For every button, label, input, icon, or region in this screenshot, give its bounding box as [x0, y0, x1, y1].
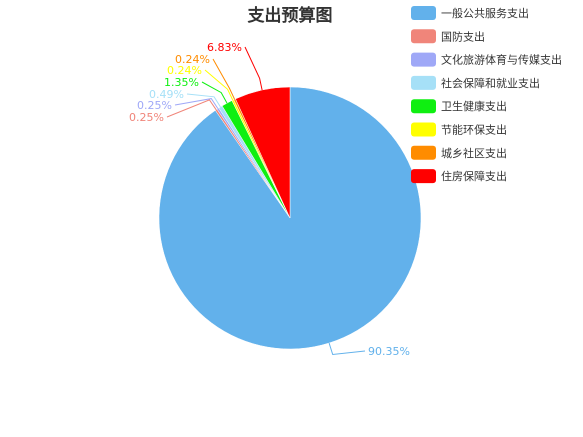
- slice-6-percent-label: 0.24%: [167, 64, 202, 77]
- legend-swatch-4: [411, 75, 436, 90]
- slice-3-leader-line: [174, 98, 219, 109]
- legend-item-4[interactable]: 社会保障和就业支出: [411, 75, 540, 90]
- slice-8-leader-line: [244, 46, 263, 91]
- slice-7-leader-line: [212, 58, 236, 100]
- legend: 一般公共服务支出国防支出文化旅游体育与传媒支出社会保障和就业支出卫生健康支出节能…: [411, 6, 562, 184]
- slice-3-percent-label: 0.25%: [137, 99, 172, 112]
- legend-swatch-5: [411, 99, 436, 114]
- legend-item-1[interactable]: 一般公共服务支出: [411, 6, 529, 20]
- legend-item-6[interactable]: 节能环保支出: [411, 122, 507, 137]
- slice-8-wedge[interactable]: [235, 86, 291, 219]
- legend-label-4: 社会保障和就业支出: [441, 76, 540, 90]
- slice-5-leader-line: [201, 81, 228, 104]
- slice-4-leader-line: [186, 93, 221, 108]
- slice-2-percent-label: 0.25%: [129, 111, 164, 124]
- legend-label-2: 国防支出: [441, 29, 485, 43]
- legend-swatch-7: [411, 145, 436, 160]
- chart-title: 支出预算图: [248, 5, 333, 26]
- legend-item-2[interactable]: 国防支出: [411, 29, 485, 44]
- legend-item-7[interactable]: 城乡社区支出: [411, 145, 507, 160]
- legend-item-5[interactable]: 卫生健康支出: [411, 99, 507, 114]
- legend-label-8: 住房保障支出: [441, 169, 507, 183]
- legend-swatch-6: [411, 122, 436, 137]
- legend-label-1: 一般公共服务支出: [441, 6, 529, 20]
- pie-slices: [158, 86, 422, 350]
- legend-swatch-2: [411, 29, 436, 44]
- legend-item-8[interactable]: 住房保障支出: [411, 169, 507, 184]
- data-labels: 90.35%0.25%0.25%0.49%1.35%0.24%0.24%6.83…: [129, 41, 410, 358]
- slice-6-leader-line: [204, 69, 234, 101]
- slice-5-percent-label: 1.35%: [164, 76, 199, 89]
- legend-label-5: 卫生健康支出: [441, 99, 507, 113]
- slice-8-percent-label: 6.83%: [207, 41, 242, 54]
- slice-7-percent-label: 0.24%: [175, 53, 210, 66]
- label-leader-lines: [166, 46, 366, 356]
- legend-label-6: 节能环保支出: [441, 123, 507, 137]
- legend-label-3: 文化旅游体育与传媒支出: [441, 53, 562, 67]
- legend-item-3[interactable]: 文化旅游体育与传媒支出: [411, 52, 562, 67]
- legend-swatch-8: [411, 169, 436, 184]
- slice-1-leader-line: [328, 342, 366, 356]
- slice-4-percent-label: 0.49%: [149, 88, 184, 101]
- legend-swatch-3: [411, 52, 436, 67]
- legend-label-7: 城乡社区支出: [441, 146, 507, 160]
- slice-1-percent-label: 90.35%: [368, 345, 410, 358]
- legend-swatch-1: [411, 6, 436, 20]
- slice-2-leader-line: [166, 99, 217, 118]
